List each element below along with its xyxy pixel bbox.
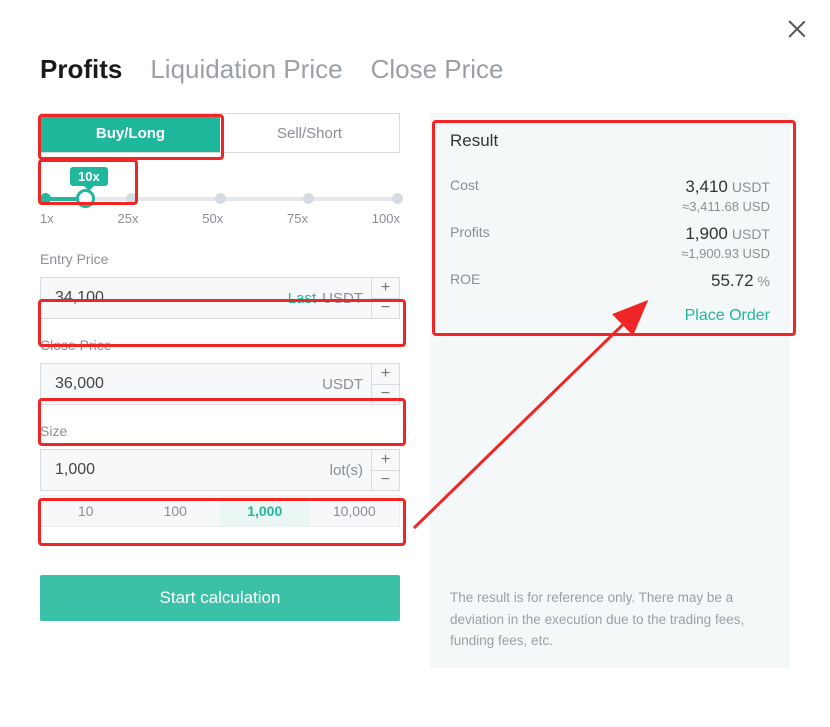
leverage-slider[interactable]: 10x 1x 25x 50x 75x 100x bbox=[40, 171, 400, 233]
side-toggle: Buy/Long Sell/Short bbox=[40, 113, 400, 153]
size-label: Size bbox=[40, 423, 400, 439]
start-calculation-button[interactable]: Start calculation bbox=[40, 575, 400, 621]
size-preset-10[interactable]: 10 bbox=[41, 496, 131, 526]
cost-unit: USDT bbox=[732, 179, 770, 195]
last-price-link[interactable]: Last bbox=[288, 278, 322, 318]
close-price-unit: USDT bbox=[322, 364, 371, 404]
cost-value: 3,410 bbox=[685, 177, 728, 196]
entry-price-label: Entry Price bbox=[40, 251, 400, 267]
size-presets: 10 100 1,000 10,000 bbox=[40, 495, 400, 527]
profits-unit: USDT bbox=[732, 226, 770, 242]
leverage-tick-100x: 100x bbox=[372, 211, 400, 226]
size-value[interactable]: 1,000 bbox=[41, 450, 330, 490]
result-panel: Result Cost 3,410USDT ≈3,411.68 USD Prof… bbox=[430, 113, 790, 668]
result-title: Result bbox=[450, 131, 770, 151]
leverage-tick-25x: 25x bbox=[118, 211, 139, 226]
entry-price-input[interactable]: 34,100 Last USDT + − bbox=[40, 277, 400, 319]
cost-sub: ≈3,411.68 USD bbox=[450, 199, 770, 214]
close-price-minus[interactable]: − bbox=[372, 385, 399, 405]
leverage-handle[interactable] bbox=[76, 189, 95, 208]
close-price-plus[interactable]: + bbox=[372, 364, 399, 385]
size-preset-10000[interactable]: 10,000 bbox=[310, 496, 400, 526]
close-price-value[interactable]: 36,000 bbox=[41, 364, 322, 404]
tab-liquidation-price[interactable]: Liquidation Price bbox=[150, 54, 342, 85]
close-icon[interactable] bbox=[786, 18, 808, 40]
buy-long-button[interactable]: Buy/Long bbox=[41, 114, 220, 152]
result-disclaimer: The result is for reference only. There … bbox=[450, 587, 770, 652]
size-plus[interactable]: + bbox=[372, 450, 399, 471]
cost-label: Cost bbox=[450, 177, 479, 197]
size-input[interactable]: 1,000 lot(s) + − bbox=[40, 449, 400, 491]
leverage-labels: 1x 25x 50x 75x 100x bbox=[40, 211, 400, 226]
entry-price-plus[interactable]: + bbox=[372, 278, 399, 299]
size-preset-1000[interactable]: 1,000 bbox=[220, 496, 310, 526]
place-order-link[interactable]: Place Order bbox=[450, 307, 770, 325]
tab-close-price[interactable]: Close Price bbox=[371, 54, 504, 85]
profits-label: Profits bbox=[450, 224, 490, 244]
close-price-input[interactable]: 36,000 USDT + − bbox=[40, 363, 400, 405]
leverage-tick-50x: 50x bbox=[202, 211, 223, 226]
profits-value: 1,900 bbox=[685, 224, 728, 243]
close-price-label: Close Price bbox=[40, 337, 400, 353]
entry-price-value[interactable]: 34,100 bbox=[41, 278, 288, 318]
size-unit: lot(s) bbox=[330, 450, 371, 490]
size-preset-100[interactable]: 100 bbox=[131, 496, 221, 526]
tab-bar: Profits Liquidation Price Close Price bbox=[40, 54, 790, 85]
roe-unit: % bbox=[758, 273, 770, 289]
sell-short-button[interactable]: Sell/Short bbox=[220, 114, 399, 152]
size-minus[interactable]: − bbox=[372, 471, 399, 491]
leverage-tick-1x: 1x bbox=[40, 211, 54, 226]
entry-price-minus[interactable]: − bbox=[372, 299, 399, 319]
leverage-badge: 10x bbox=[70, 167, 108, 186]
roe-value: 55.72 bbox=[711, 271, 754, 290]
roe-label: ROE bbox=[450, 271, 480, 291]
profits-sub: ≈1,900.93 USD bbox=[450, 246, 770, 261]
tab-profits[interactable]: Profits bbox=[40, 54, 122, 85]
entry-price-unit: USDT bbox=[322, 278, 371, 318]
leverage-tick-75x: 75x bbox=[287, 211, 308, 226]
